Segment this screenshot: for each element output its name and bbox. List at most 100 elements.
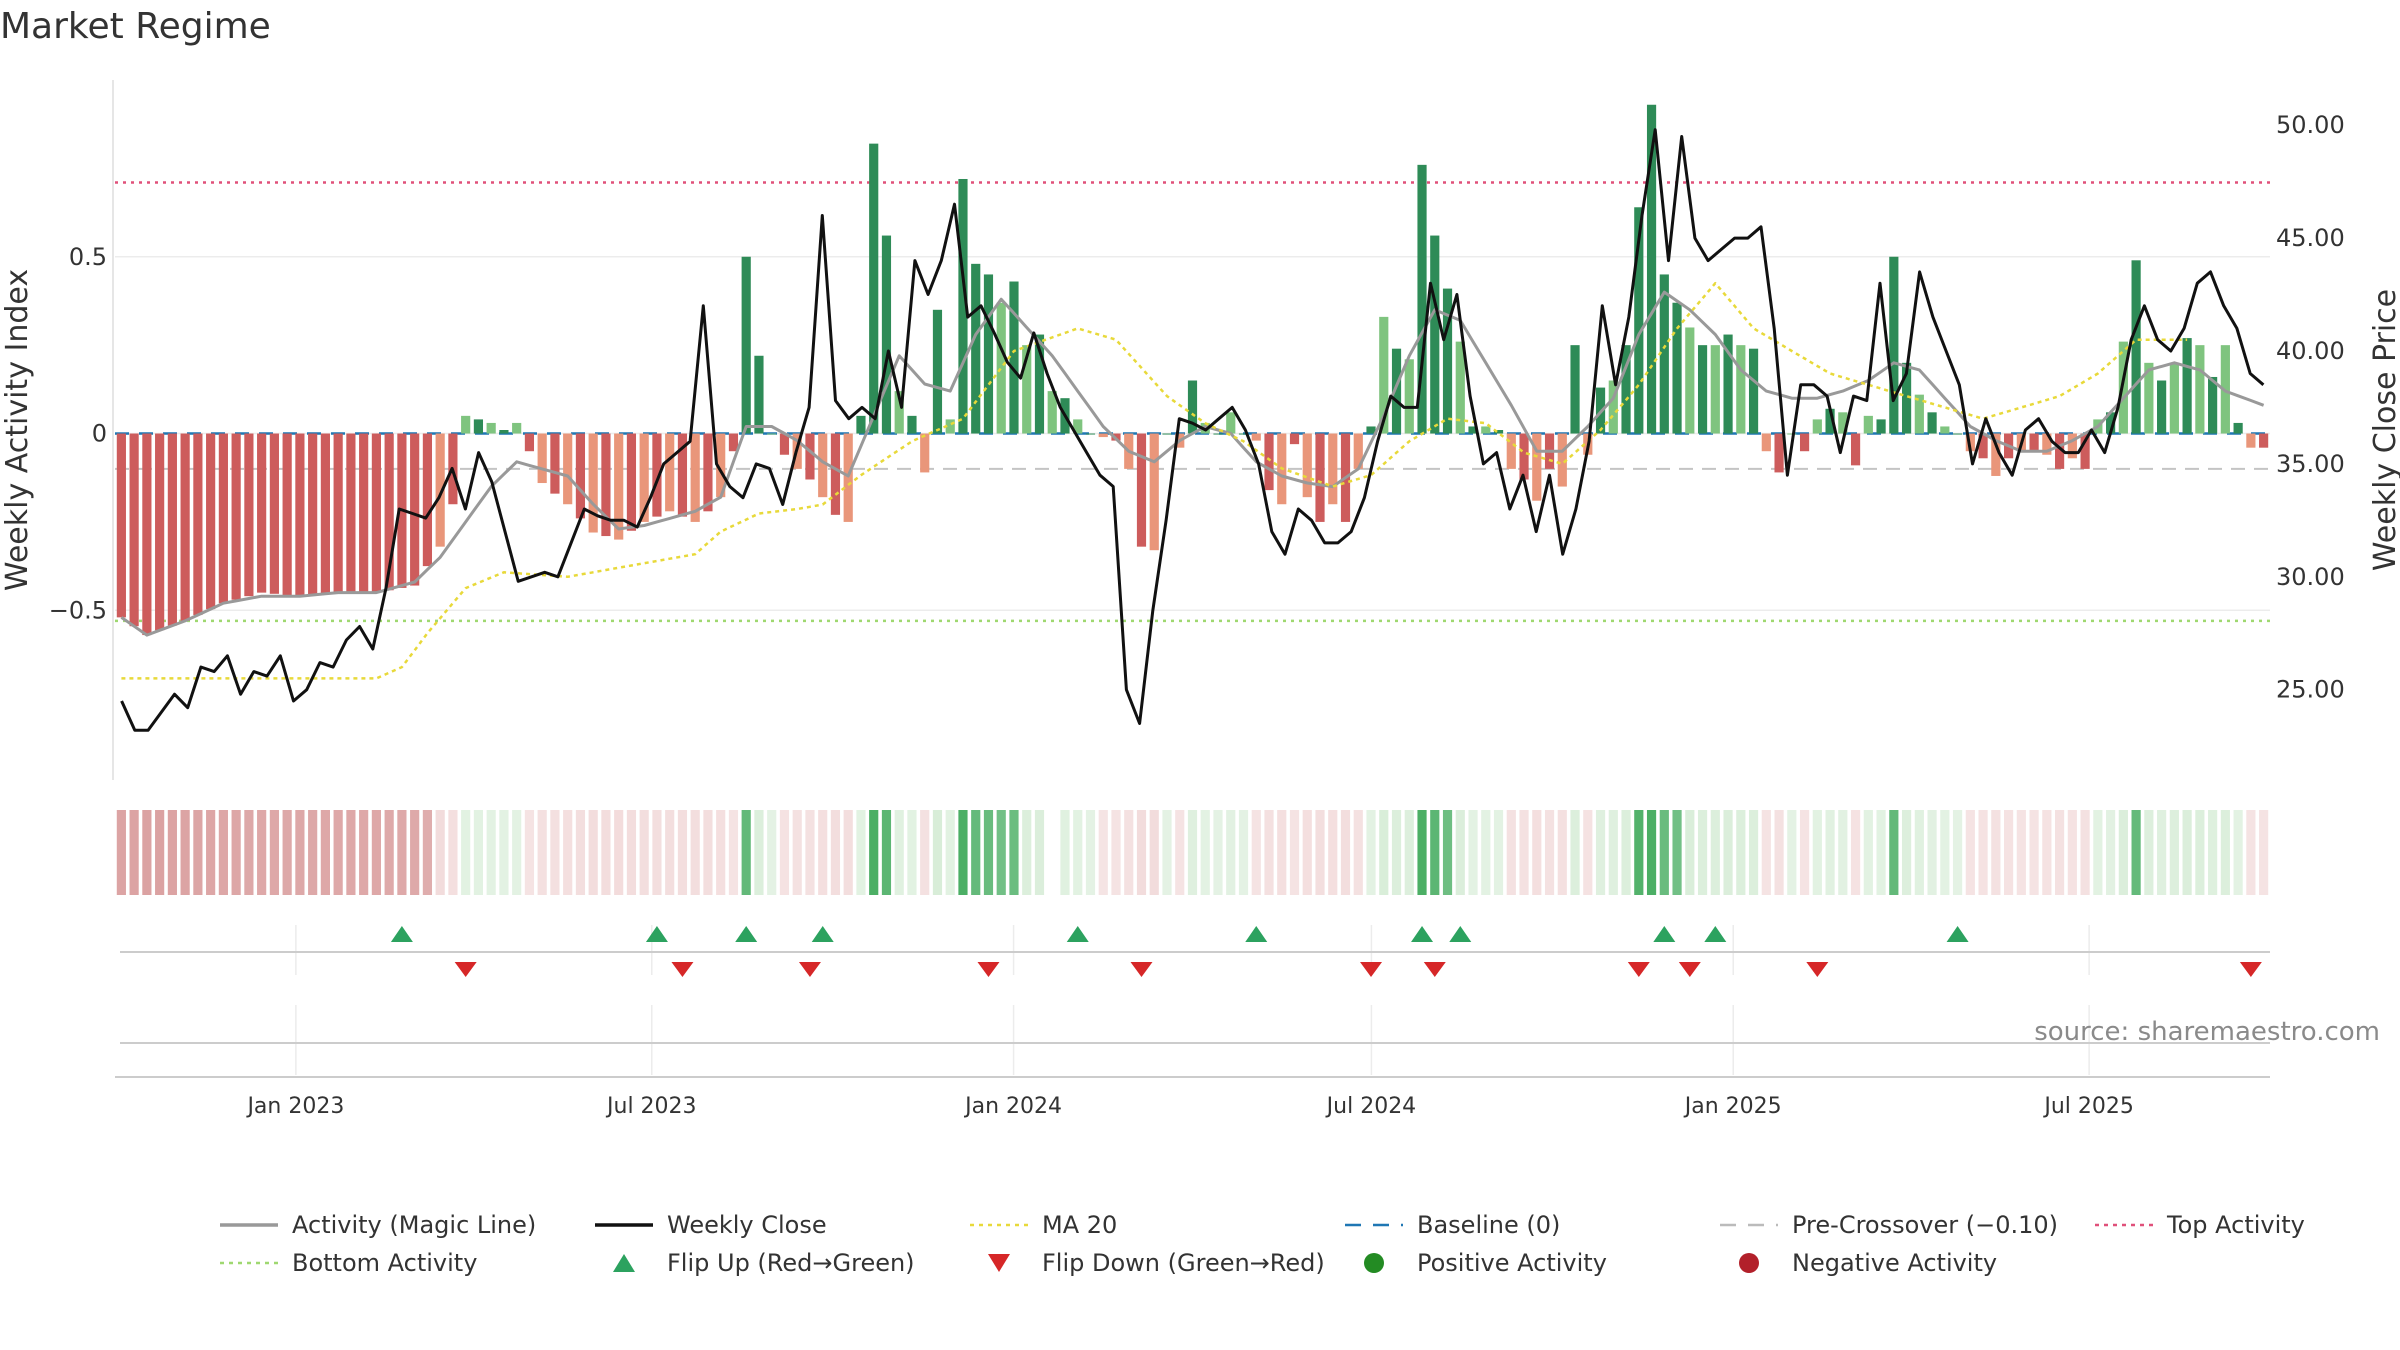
activity-bar bbox=[1404, 359, 1414, 434]
regime-cell bbox=[1940, 810, 1950, 895]
flip-down-marker bbox=[1806, 962, 1829, 977]
regime-cell bbox=[1965, 810, 1975, 895]
activity-bar bbox=[473, 419, 484, 434]
activity-bar bbox=[1621, 345, 1631, 434]
regime-cell bbox=[932, 810, 943, 895]
activity-bar bbox=[512, 422, 522, 434]
activity-bar bbox=[550, 433, 560, 494]
activity-bar bbox=[333, 433, 343, 593]
activity-bars bbox=[116, 104, 2269, 636]
legend-label: Flip Up (Red→Green) bbox=[667, 1249, 915, 1277]
activity-bar bbox=[1723, 334, 1733, 434]
activity-bar bbox=[2182, 338, 2192, 434]
activity-bar bbox=[1366, 426, 1376, 434]
regime-cell bbox=[1532, 810, 1542, 895]
regime-cell bbox=[142, 810, 152, 895]
legend-item: Flip Down (Green→Red) bbox=[988, 1249, 1325, 1277]
activity-bar bbox=[257, 433, 267, 593]
activity-bar bbox=[741, 256, 751, 434]
regime-cell bbox=[639, 810, 649, 895]
activity-bar bbox=[677, 433, 688, 517]
regime-cell bbox=[1774, 810, 1784, 895]
activity-bar bbox=[1532, 433, 1542, 501]
legend-swatch bbox=[1739, 1253, 1759, 1273]
regime-cell bbox=[818, 810, 828, 895]
regime-cell bbox=[1889, 810, 1899, 895]
regime-cell bbox=[1825, 810, 1835, 895]
regime-cell bbox=[856, 810, 866, 895]
activity-bar bbox=[1442, 288, 1453, 434]
activity-bar bbox=[665, 433, 675, 512]
regime-cell bbox=[1366, 810, 1376, 895]
activity-bar bbox=[1952, 433, 1963, 435]
activity-bar bbox=[1009, 281, 1019, 434]
activity-bar bbox=[1799, 433, 1810, 452]
activity-bar bbox=[1430, 235, 1440, 434]
x-tick-label: Jul 2025 bbox=[2042, 1094, 2134, 1119]
activity-bar bbox=[308, 433, 318, 595]
activity-bar bbox=[410, 433, 420, 586]
regime-cell bbox=[218, 810, 228, 895]
regime-cell bbox=[1646, 810, 1657, 895]
activity-bar bbox=[422, 433, 433, 567]
activity-bar bbox=[2080, 433, 2090, 469]
regime-cell bbox=[1506, 810, 1516, 895]
activity-bar bbox=[359, 433, 369, 593]
legend-item: Weekly Close bbox=[595, 1211, 827, 1239]
right-tick-label: 25.00 bbox=[2276, 676, 2345, 704]
regime-cell bbox=[2029, 810, 2039, 895]
activity-bar bbox=[1149, 433, 1159, 551]
regime-cell bbox=[499, 810, 509, 895]
activity-bar bbox=[1047, 391, 1057, 434]
legend-item: MA 20 bbox=[970, 1211, 1117, 1239]
activity-bar bbox=[1850, 433, 1861, 466]
regime-cell bbox=[371, 810, 381, 895]
regime-cell bbox=[2093, 810, 2103, 895]
activity-bar bbox=[1085, 433, 1096, 435]
regime-cell bbox=[665, 810, 675, 895]
activity-bar bbox=[1940, 426, 1950, 434]
regime-cell bbox=[524, 810, 535, 895]
activity-bar bbox=[2195, 345, 2205, 434]
flip-down-marker bbox=[798, 962, 821, 977]
regime-cell bbox=[2144, 810, 2154, 895]
activity-bar bbox=[996, 302, 1006, 434]
regime-cell bbox=[2118, 810, 2128, 895]
activity-bar bbox=[2144, 362, 2154, 434]
activity-bar bbox=[1238, 433, 1249, 435]
activity-bar bbox=[1748, 348, 1759, 434]
regime-cell bbox=[1149, 810, 1159, 895]
regime-cell bbox=[320, 810, 330, 895]
regime-cell bbox=[346, 810, 356, 895]
activity-bar bbox=[614, 433, 624, 540]
flip-down-marker bbox=[1130, 962, 1153, 977]
regime-cell bbox=[1098, 810, 1108, 895]
activity-bar bbox=[652, 433, 662, 517]
activity-bar bbox=[1914, 394, 1924, 434]
regime-cell bbox=[422, 810, 433, 895]
activity-bar bbox=[690, 433, 700, 522]
regime-cell bbox=[486, 810, 496, 895]
activity-bar bbox=[2169, 362, 2179, 434]
regime-cell bbox=[779, 810, 790, 895]
activity-bar bbox=[2055, 433, 2065, 469]
activity-bar bbox=[588, 433, 598, 533]
regime-cell bbox=[473, 810, 484, 895]
regime-cell bbox=[193, 810, 203, 895]
regime-cell bbox=[2182, 810, 2192, 895]
regime-cell bbox=[601, 810, 611, 895]
regime-cell bbox=[1608, 810, 1618, 895]
legend-item: Positive Activity bbox=[1364, 1249, 1607, 1277]
activity-bar bbox=[843, 433, 853, 522]
flip-up-marker bbox=[1245, 926, 1268, 942]
activity-bar bbox=[167, 433, 177, 626]
flip-up-marker bbox=[1946, 926, 1969, 942]
activity-bar bbox=[1098, 433, 1108, 438]
activity-bar bbox=[1493, 430, 1504, 434]
legend-label: Bottom Activity bbox=[292, 1249, 477, 1277]
activity-bar bbox=[231, 433, 241, 600]
activity-bar bbox=[461, 415, 471, 434]
regime-cell bbox=[1417, 810, 1427, 895]
regime-cell bbox=[269, 810, 279, 895]
regime-cell bbox=[308, 810, 318, 895]
